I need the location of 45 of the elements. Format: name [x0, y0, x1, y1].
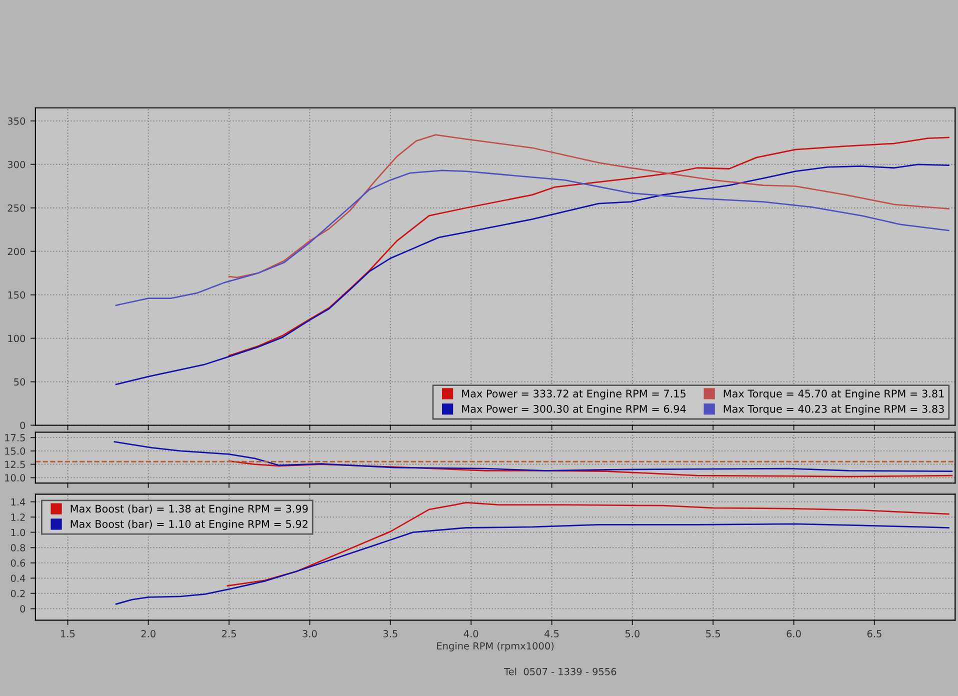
x-axis-title: Engine RPM (rpmx1000) [437, 642, 554, 652]
y-tick-label: 0 [20, 422, 26, 430]
x-tick-label: 4.5 [544, 630, 559, 638]
y-tick-label: 0.6 [10, 559, 26, 567]
y-tick-label: 0.8 [10, 544, 26, 552]
y-tick-label: 200 [8, 248, 26, 256]
x-tick-label: 5.5 [706, 630, 720, 638]
line-series [115, 170, 950, 306]
y-tick-label: 1.2 [11, 514, 25, 521]
line-series [114, 441, 953, 472]
x-tick-label: 1.5 [61, 630, 75, 638]
x-tick-label: 2.0 [141, 630, 156, 638]
y-tick-label: 50 [14, 378, 26, 386]
line-series [228, 134, 950, 278]
x-tick-label: 6.5 [867, 630, 882, 638]
x-tick-label: 3.0 [302, 630, 317, 638]
y-tick-label: 250 [8, 204, 26, 212]
y-tick-label: 17.5 [5, 434, 25, 442]
line-series [228, 460, 953, 478]
x-tick-label: 6.0 [786, 630, 801, 638]
x-tick-label: 2.5 [222, 630, 236, 638]
y-tick-label: 12.5 [5, 460, 25, 468]
x-tick-label: 3.5 [383, 630, 398, 638]
y-tick-label: 15.0 [5, 447, 26, 455]
y-tick-label: 1.4 [11, 498, 26, 506]
legend-label: Max Boost (bar) = 1.10 at Engine RPM = 5.92 [70, 520, 308, 530]
line-series [115, 164, 950, 386]
legend-label: Max Torque = 45.70 at Engine RPM = 3.81 [724, 389, 944, 400]
y-tick-label: 0.2 [10, 590, 25, 598]
legend-label: Max Power = 300.30 at Engine RPM = 6.94 [462, 404, 686, 415]
x-tick-label: 4.0 [464, 630, 478, 638]
y-tick-label: 10.0 [5, 474, 26, 482]
y-tick-label: 150 [8, 291, 26, 299]
y-tick-label: 0.4 [10, 574, 26, 582]
line-series [228, 136, 950, 356]
y-tick-label: 100 [8, 334, 26, 342]
legend-label: Max Boost (bar) = 1.38 at Engine RPM = 3.99 [70, 504, 308, 515]
legend-label: Max Power = 333.72 at Engine RPM = 7.15 [462, 389, 686, 400]
text: Tel 0507 - 1339 - 9556 [504, 668, 616, 676]
y-tick-label: 350 [8, 117, 26, 125]
y-tick-label: 300 [8, 160, 26, 168]
x-tick-label: 5.0 [625, 630, 640, 638]
y-tick-label: 0 [20, 605, 26, 613]
y-tick-label: 1.0 [11, 528, 26, 536]
legend-label: Max Torque = 40.23 at Engine RPM = 3.83 [724, 404, 944, 415]
